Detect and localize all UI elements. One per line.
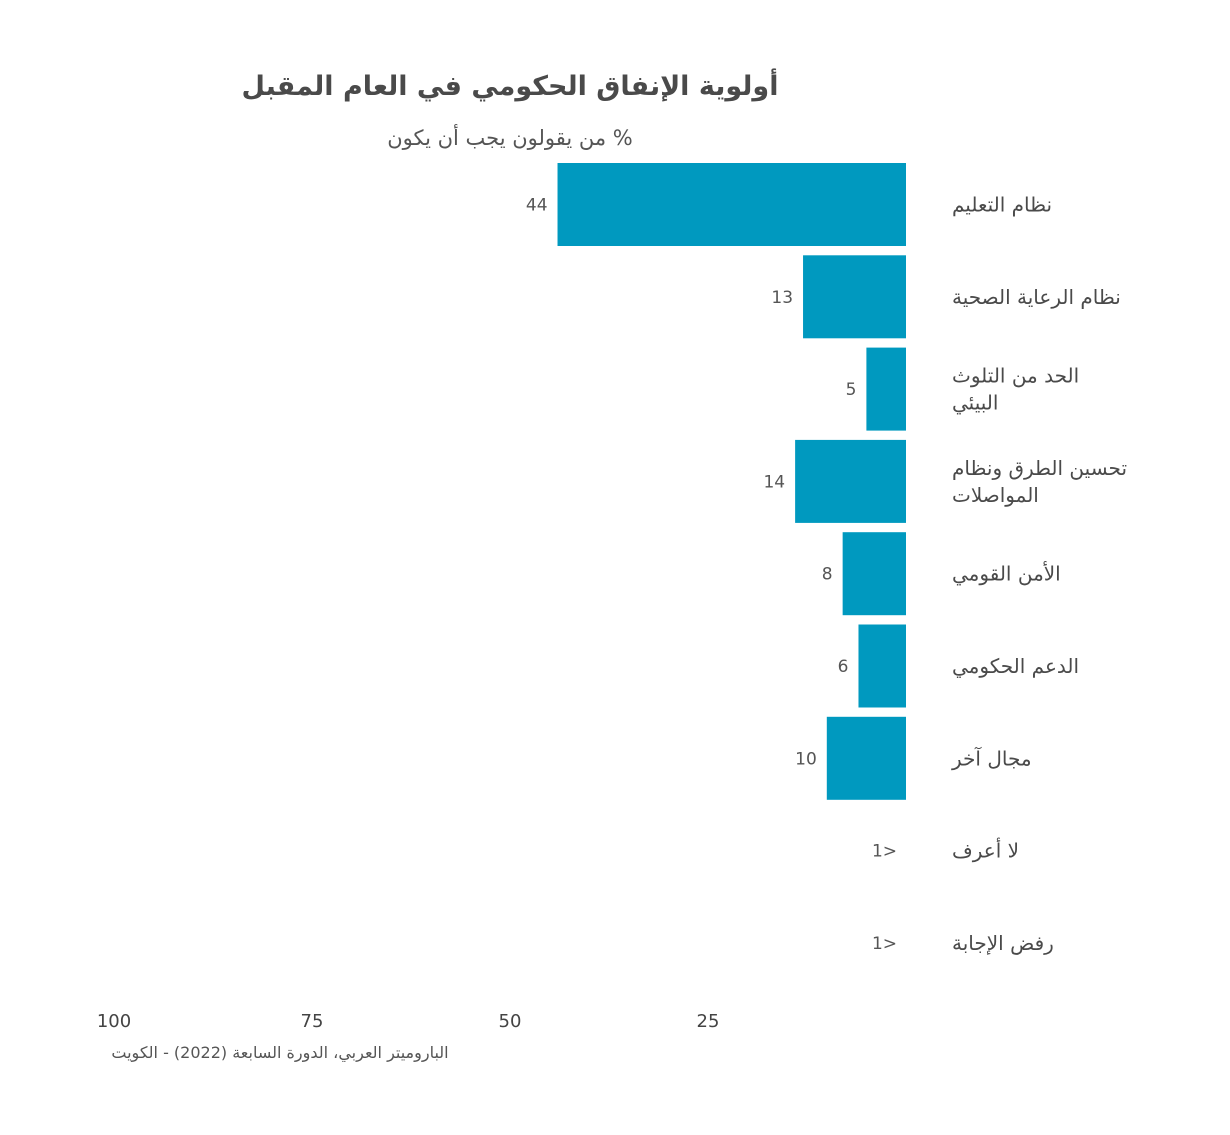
bar-1 — [803, 255, 906, 339]
category-label-2-line-0: الحد من التلوث — [952, 364, 1079, 388]
chart-title: أولوية الإنفاق الحكومي في العام المقبل — [242, 68, 779, 102]
bar-5 — [858, 624, 906, 708]
x-tick-75: 75 — [301, 1011, 324, 1032]
value-label-3: 14 — [763, 472, 785, 492]
bars-group — [557, 163, 906, 800]
bar-6 — [826, 716, 906, 800]
value-label-5: 6 — [838, 657, 849, 677]
bar-0 — [557, 163, 906, 246]
x-tick-50: 50 — [499, 1011, 522, 1032]
value-label-1: 13 — [771, 288, 793, 308]
source-note: الباروميتر العربي، الدورة السابعة (2022)… — [111, 1043, 448, 1063]
value-label-4: 8 — [822, 565, 833, 585]
category-label-4: الأمن القومي — [952, 562, 1061, 587]
x-axis-ticks: 100 75 50 25 — [97, 1011, 720, 1032]
category-label-1: نظام الرعاية الصحية — [952, 285, 1121, 309]
category-label-3-line-1: المواصلات — [952, 483, 1039, 507]
value-label-8: 1> — [872, 934, 897, 954]
bar-2 — [866, 347, 906, 431]
chart-subtitle: % من يقولون يجب أن يكون — [387, 124, 633, 150]
bar-4 — [842, 532, 906, 616]
value-label-2: 5 — [846, 380, 857, 400]
value-label-0: 44 — [526, 196, 548, 216]
category-labels: نظام التعليم نظام الرعاية الصحية الحد من ا… — [951, 193, 1127, 955]
category-label-0: نظام التعليم — [952, 193, 1052, 217]
category-label-7: لا أعرف — [952, 838, 1019, 863]
category-label-5: الدعم الحكومي — [952, 654, 1079, 679]
category-label-6: مجال آخر — [951, 745, 1032, 770]
value-labels: 44 13 5 14 8 6 10 1> 1> — [526, 196, 897, 954]
value-label-7: 1> — [872, 842, 897, 862]
x-tick-100: 100 — [97, 1011, 131, 1032]
category-label-3-line-0: تحسين الطرق ونظام — [952, 456, 1127, 480]
category-label-8: رفض الإجابة — [952, 931, 1054, 955]
x-tick-25: 25 — [697, 1011, 720, 1032]
category-label-2-line-1: البيئي — [952, 391, 998, 416]
value-label-6: 10 — [795, 749, 817, 769]
bar-3 — [795, 439, 906, 523]
